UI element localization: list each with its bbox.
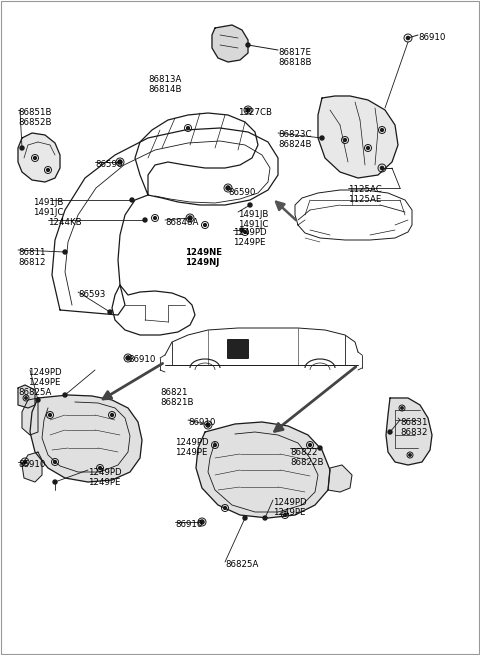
Circle shape bbox=[401, 407, 403, 409]
Text: 1249NE
1249NJ: 1249NE 1249NJ bbox=[185, 248, 222, 267]
Text: 86590: 86590 bbox=[228, 188, 255, 197]
Circle shape bbox=[204, 223, 206, 227]
Circle shape bbox=[243, 231, 246, 233]
Circle shape bbox=[246, 108, 250, 111]
Circle shape bbox=[20, 146, 24, 150]
Text: 86910: 86910 bbox=[418, 33, 445, 42]
Circle shape bbox=[320, 136, 324, 140]
Circle shape bbox=[36, 398, 40, 402]
Circle shape bbox=[284, 514, 287, 516]
Circle shape bbox=[248, 203, 252, 207]
Text: 1249PD
1249PE: 1249PD 1249PE bbox=[233, 228, 266, 248]
Text: 1125AC
1125AE: 1125AC 1125AE bbox=[348, 185, 382, 204]
Circle shape bbox=[130, 198, 134, 202]
Circle shape bbox=[367, 147, 370, 149]
Polygon shape bbox=[318, 96, 398, 178]
Text: 1249PD
1249PE: 1249PD 1249PE bbox=[273, 498, 307, 517]
Text: 86821
86821B: 86821 86821B bbox=[160, 388, 193, 407]
Circle shape bbox=[47, 168, 49, 172]
Circle shape bbox=[53, 480, 57, 484]
Text: 86910: 86910 bbox=[128, 355, 156, 364]
Polygon shape bbox=[196, 422, 330, 518]
Text: 86910: 86910 bbox=[18, 460, 46, 469]
Circle shape bbox=[188, 216, 192, 220]
Text: 1249PD
1249PE: 1249PD 1249PE bbox=[88, 468, 121, 487]
Circle shape bbox=[206, 423, 210, 427]
Circle shape bbox=[48, 413, 51, 417]
Text: 1491JB
1491JC: 1491JB 1491JC bbox=[238, 210, 268, 229]
Text: 86910: 86910 bbox=[188, 418, 216, 427]
Circle shape bbox=[126, 356, 130, 360]
Circle shape bbox=[25, 397, 27, 399]
Circle shape bbox=[240, 228, 244, 232]
Text: 86811
86812: 86811 86812 bbox=[18, 248, 46, 267]
Circle shape bbox=[188, 216, 192, 219]
Text: 86851B
86852B: 86851B 86852B bbox=[18, 108, 51, 128]
Circle shape bbox=[381, 128, 384, 132]
Text: 1249PD
1249PE: 1249PD 1249PE bbox=[28, 368, 61, 387]
Circle shape bbox=[110, 413, 113, 417]
Circle shape bbox=[214, 443, 216, 447]
Text: 86590: 86590 bbox=[95, 160, 122, 169]
Polygon shape bbox=[22, 452, 42, 482]
Circle shape bbox=[243, 516, 247, 520]
Circle shape bbox=[206, 423, 210, 426]
Circle shape bbox=[227, 187, 229, 189]
Circle shape bbox=[201, 521, 204, 523]
Text: 86848A: 86848A bbox=[165, 218, 198, 227]
Text: 86593: 86593 bbox=[78, 290, 106, 299]
Circle shape bbox=[246, 108, 250, 112]
Circle shape bbox=[246, 43, 250, 47]
Circle shape bbox=[108, 310, 112, 314]
Circle shape bbox=[118, 160, 122, 164]
Circle shape bbox=[309, 443, 312, 447]
Circle shape bbox=[126, 356, 130, 360]
Text: 86822
86822B: 86822 86822B bbox=[290, 448, 324, 468]
Circle shape bbox=[200, 520, 204, 524]
Circle shape bbox=[224, 506, 227, 510]
Circle shape bbox=[380, 166, 384, 170]
Circle shape bbox=[119, 160, 121, 164]
FancyBboxPatch shape bbox=[227, 339, 249, 359]
Polygon shape bbox=[30, 395, 142, 482]
Text: 86825A: 86825A bbox=[18, 388, 51, 397]
Circle shape bbox=[54, 460, 57, 463]
Text: 86831
86832: 86831 86832 bbox=[400, 418, 428, 438]
Circle shape bbox=[407, 37, 409, 39]
Circle shape bbox=[409, 454, 411, 456]
Polygon shape bbox=[18, 133, 60, 182]
Text: 86823C
86824B: 86823C 86824B bbox=[278, 130, 312, 149]
Polygon shape bbox=[328, 465, 352, 492]
Circle shape bbox=[263, 516, 267, 520]
Circle shape bbox=[143, 218, 147, 222]
Circle shape bbox=[98, 466, 101, 470]
Text: 86813A
86814B: 86813A 86814B bbox=[148, 75, 181, 94]
Text: 86817E
86818B: 86817E 86818B bbox=[278, 48, 312, 67]
Text: 1249PD
1249PE: 1249PD 1249PE bbox=[175, 438, 209, 457]
Circle shape bbox=[187, 126, 190, 130]
Circle shape bbox=[63, 250, 67, 254]
Circle shape bbox=[318, 446, 322, 450]
Polygon shape bbox=[212, 25, 248, 62]
Text: 86910: 86910 bbox=[175, 520, 203, 529]
Circle shape bbox=[226, 186, 230, 190]
Polygon shape bbox=[386, 398, 432, 465]
Polygon shape bbox=[22, 398, 38, 435]
Text: 1491JB
1491JC: 1491JB 1491JC bbox=[33, 198, 63, 217]
Text: 1244KB: 1244KB bbox=[48, 218, 82, 227]
Circle shape bbox=[388, 430, 392, 434]
Circle shape bbox=[24, 460, 26, 464]
Circle shape bbox=[63, 393, 67, 397]
Text: 1327CB: 1327CB bbox=[238, 108, 272, 117]
Text: 86825A: 86825A bbox=[225, 560, 258, 569]
Circle shape bbox=[154, 217, 156, 219]
Circle shape bbox=[344, 139, 347, 141]
Circle shape bbox=[34, 157, 36, 159]
Polygon shape bbox=[18, 385, 35, 408]
